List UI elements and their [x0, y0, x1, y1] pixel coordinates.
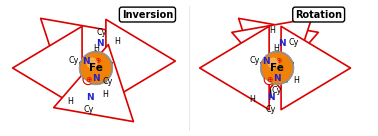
- Text: H: H: [273, 44, 279, 53]
- Text: N: N: [82, 57, 90, 66]
- Circle shape: [80, 52, 112, 84]
- Text: Cy: Cy: [102, 77, 113, 86]
- Text: H: H: [102, 90, 108, 99]
- Circle shape: [264, 75, 274, 85]
- Text: H: H: [269, 26, 275, 35]
- Text: N: N: [96, 38, 104, 47]
- Text: H: H: [67, 97, 73, 106]
- Text: Cy: Cy: [288, 38, 299, 47]
- Text: ⊕: ⊕: [85, 75, 91, 84]
- Text: Fe: Fe: [270, 63, 284, 73]
- Text: N: N: [273, 74, 281, 83]
- Text: N: N: [92, 74, 100, 83]
- Text: H: H: [293, 76, 299, 85]
- Circle shape: [87, 58, 98, 69]
- Circle shape: [274, 56, 284, 66]
- Text: Cy: Cy: [84, 105, 94, 114]
- Circle shape: [79, 51, 113, 85]
- Text: N: N: [267, 93, 275, 102]
- Text: H: H: [249, 95, 255, 104]
- Text: H: H: [93, 44, 99, 53]
- Text: Rotation: Rotation: [295, 10, 342, 20]
- Text: H: H: [115, 37, 121, 46]
- Text: N: N: [278, 38, 286, 47]
- Circle shape: [83, 75, 93, 85]
- Text: Fe: Fe: [89, 63, 103, 73]
- Text: ⊕: ⊕: [94, 56, 101, 65]
- Text: N: N: [86, 93, 94, 102]
- Text: Cy: Cy: [249, 56, 260, 65]
- Text: Inversion: Inversion: [122, 10, 173, 20]
- Text: Cy: Cy: [96, 28, 107, 37]
- Text: Cy: Cy: [272, 86, 282, 95]
- Text: ⊕: ⊕: [276, 56, 282, 65]
- Text: ⊕: ⊕: [266, 75, 273, 84]
- Circle shape: [260, 51, 294, 85]
- Text: Cy: Cy: [266, 105, 276, 114]
- Text: N: N: [262, 57, 270, 66]
- Circle shape: [268, 58, 279, 69]
- Text: Cy: Cy: [69, 56, 79, 65]
- Circle shape: [261, 52, 293, 84]
- Circle shape: [93, 56, 103, 66]
